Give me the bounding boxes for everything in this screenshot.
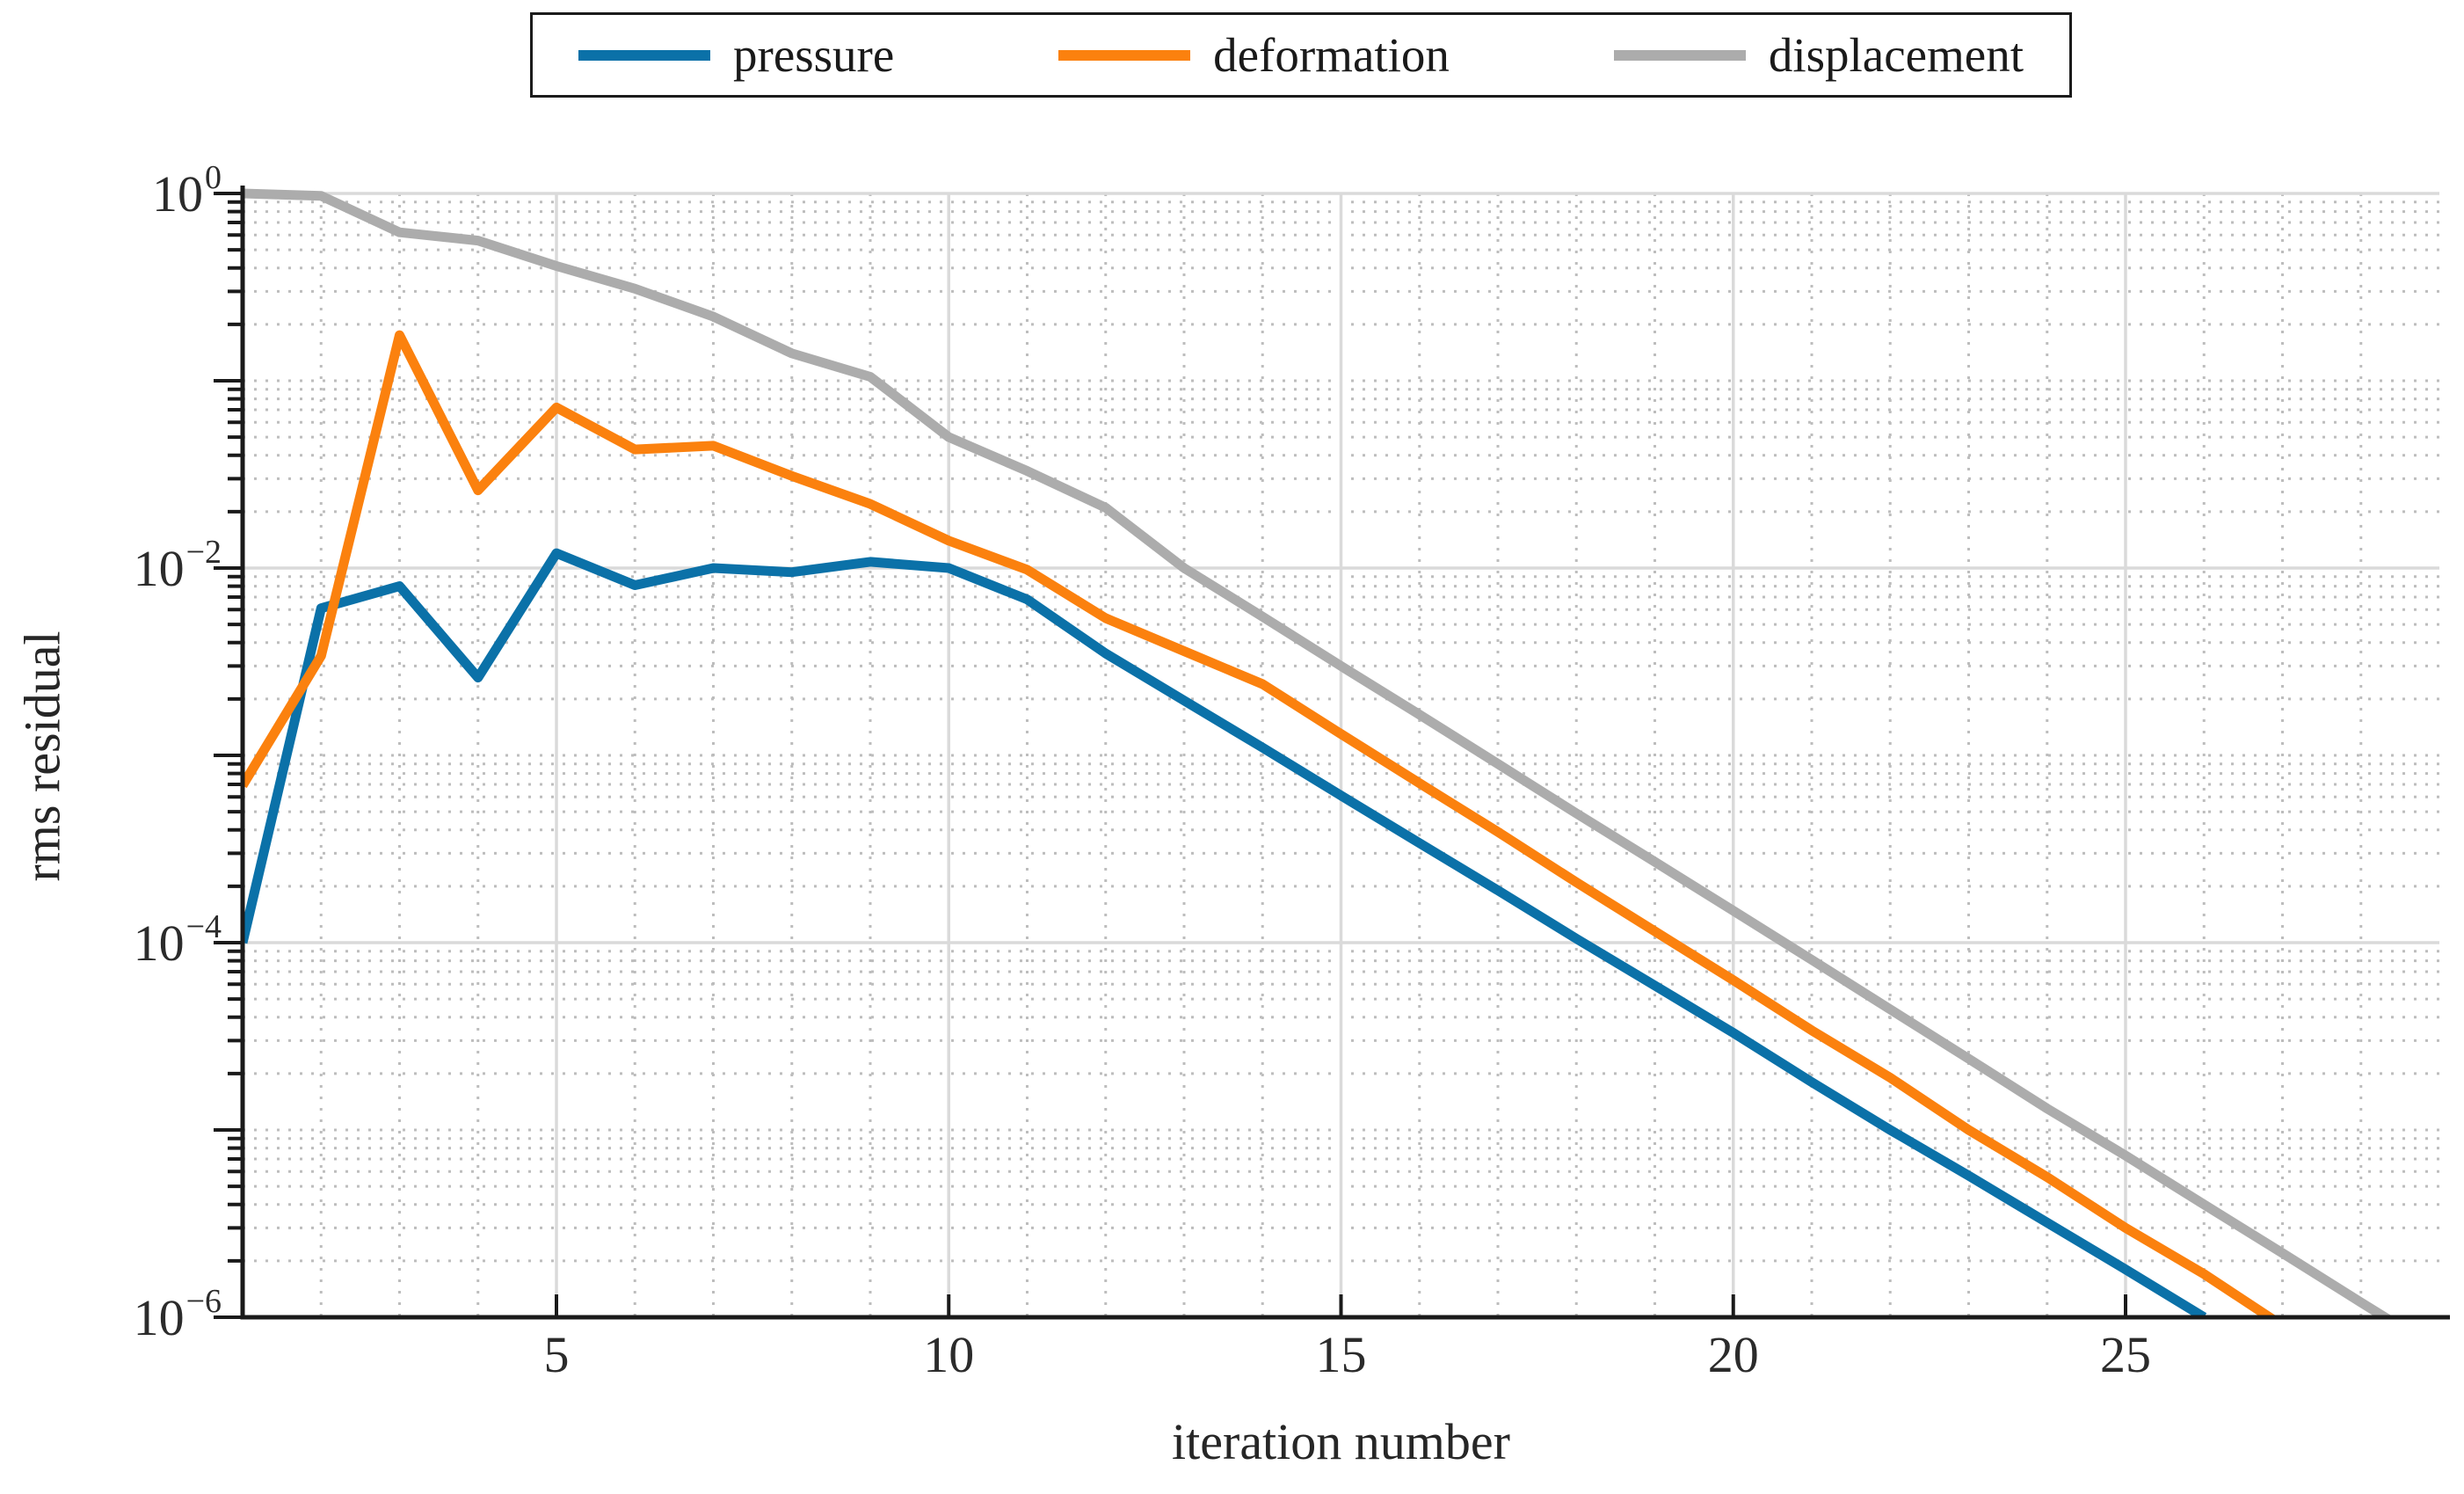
displacement-line	[243, 188, 2395, 1317]
legend-item-pressure: pressure	[578, 31, 894, 79]
y-tick-label: 10−4	[134, 908, 222, 972]
x-axis-title: iteration number	[1172, 1413, 1510, 1470]
legend-label-pressure: pressure	[733, 28, 895, 82]
y-axis-title: rms residual	[13, 630, 71, 882]
pressure-line-swatch	[578, 49, 710, 61]
y-tick-label: 100	[152, 159, 222, 222]
legend-item-deformation: deformation	[1058, 31, 1450, 79]
displacement-line-swatch	[1613, 49, 1746, 61]
legend-label-displacement: displacement	[1768, 28, 2024, 82]
major-gridlines	[243, 192, 2439, 1317]
x-tick-label: 25	[2100, 1326, 2151, 1383]
legend: pressure deformation displacement	[530, 12, 2072, 98]
series-group	[243, 188, 2395, 1317]
axes: 5 10 15 20 25 100 10−2 10−4 10−6	[134, 159, 2450, 1383]
x-tick-label: 5	[544, 1326, 570, 1383]
y-tick-label: 10−2	[134, 534, 222, 597]
x-tick-label: 10	[923, 1326, 974, 1383]
deformation-line-swatch	[1058, 49, 1191, 61]
legend-label-deformation: deformation	[1213, 28, 1450, 82]
x-tick-label: 15	[1316, 1326, 1367, 1383]
legend-item-displacement: displacement	[1613, 28, 2024, 82]
deformation-line	[243, 330, 2279, 1317]
y-tick-label: 10−6	[134, 1283, 222, 1346]
x-tick-label: 20	[1708, 1326, 1759, 1383]
pressure-line	[243, 548, 2207, 1317]
